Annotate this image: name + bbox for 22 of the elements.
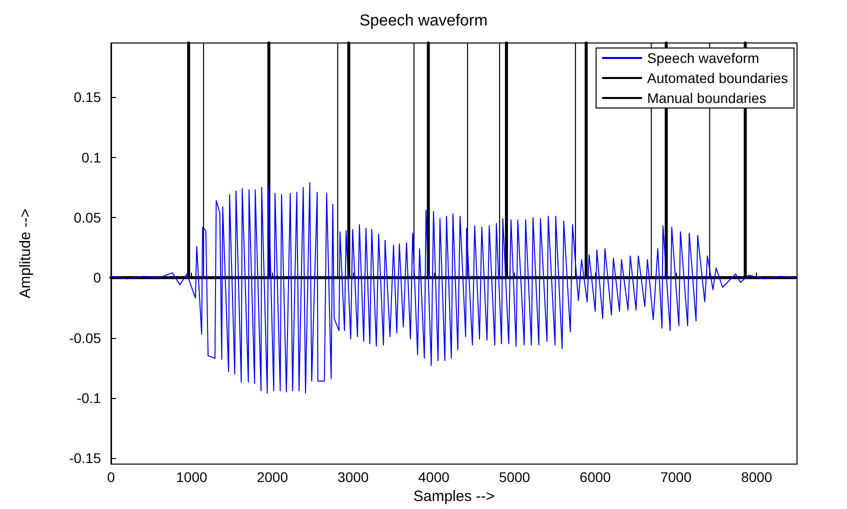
y-tick-label: -0.15 xyxy=(69,450,102,466)
x-tick-label: 5000 xyxy=(498,469,530,486)
x-tick-label: 2000 xyxy=(256,469,288,486)
y-tick-label: 0 xyxy=(93,270,102,286)
y-axis-title: Amplitude --> xyxy=(17,208,34,298)
x-tick-label: 7000 xyxy=(660,469,692,486)
y-tick-label: 0.1 xyxy=(82,149,102,166)
legend-label: Automated boundaries xyxy=(647,70,788,86)
x-tick-label: 8000 xyxy=(741,469,772,486)
x-tick-label: 0 xyxy=(107,469,116,486)
y-tick-label: -0.05 xyxy=(69,330,102,346)
x-tick-label: 4000 xyxy=(418,469,450,486)
x-axis-title: Samples --> xyxy=(413,488,495,505)
chart-title: Speech waveform xyxy=(359,12,488,30)
y-tick-label: -0.1 xyxy=(76,390,102,406)
x-tick-label: 6000 xyxy=(580,469,612,486)
legend-label: Manual boundaries xyxy=(647,90,766,106)
y-tick-label: 0.05 xyxy=(74,209,102,226)
legend-label: Speech waveform xyxy=(647,50,760,66)
x-tick-label: 1000 xyxy=(176,469,208,486)
x-tick-label: 3000 xyxy=(338,469,369,486)
y-tick-label: 0.15 xyxy=(74,89,102,106)
